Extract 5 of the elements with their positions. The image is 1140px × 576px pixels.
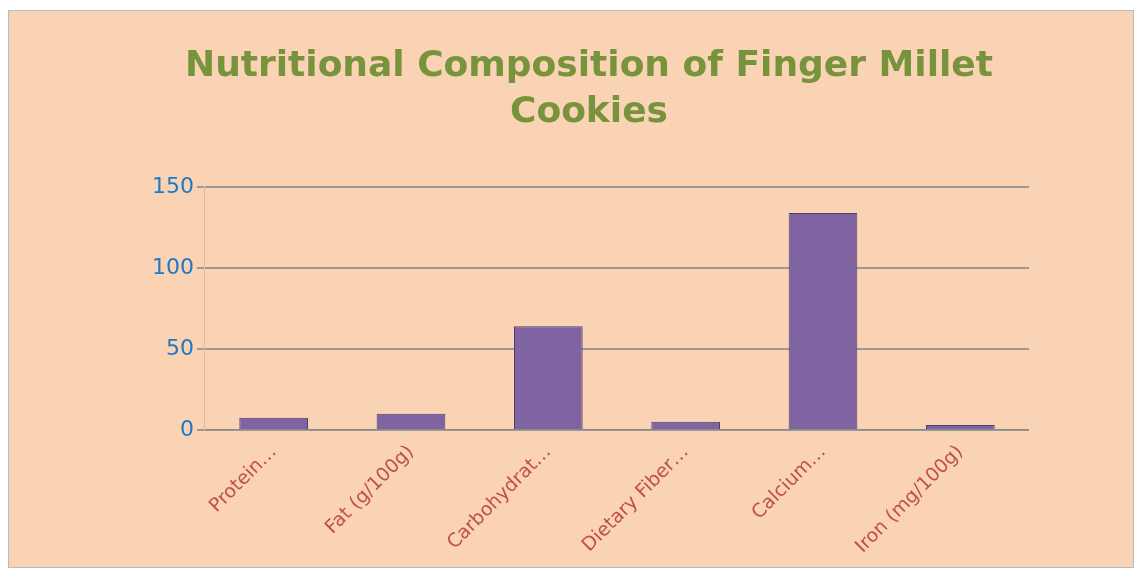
y-tick-label: 150 xyxy=(151,172,194,198)
y-tick-label: 0 xyxy=(179,415,194,441)
y-tick-label: 100 xyxy=(151,253,194,279)
y-tick-label: 50 xyxy=(165,334,194,360)
chart-title: Nutritional Composition of Finger Millet Cookies xyxy=(184,42,994,132)
